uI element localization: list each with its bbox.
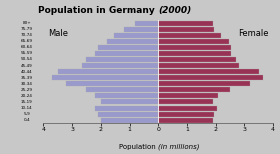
Bar <box>158 33 221 38</box>
Bar <box>101 118 158 123</box>
Bar <box>158 45 231 50</box>
Bar <box>52 75 158 80</box>
Bar <box>158 93 218 98</box>
Bar <box>158 81 250 86</box>
Bar <box>158 87 230 92</box>
Bar <box>66 81 158 86</box>
Bar <box>158 57 236 62</box>
Bar <box>114 33 158 38</box>
Bar <box>158 118 213 123</box>
Bar <box>106 39 158 44</box>
Bar <box>158 21 213 26</box>
Bar <box>87 87 158 92</box>
Bar <box>58 69 158 74</box>
Bar <box>95 93 158 98</box>
Bar <box>158 69 259 74</box>
Bar <box>158 75 263 80</box>
Bar <box>95 51 158 56</box>
Bar <box>158 112 214 117</box>
Bar <box>158 51 231 56</box>
Text: (in millions): (in millions) <box>158 144 200 150</box>
Bar <box>82 63 158 68</box>
Text: Population in Germany: Population in Germany <box>38 6 158 15</box>
Bar <box>98 45 158 50</box>
Bar <box>158 99 213 104</box>
Text: (2000): (2000) <box>158 6 192 15</box>
Bar <box>98 112 158 117</box>
Bar <box>158 63 239 68</box>
Bar <box>158 27 214 32</box>
Bar <box>124 27 158 32</box>
Bar <box>87 57 158 62</box>
Bar <box>95 105 158 111</box>
Text: Male: Male <box>48 29 68 38</box>
Text: Female: Female <box>238 29 269 38</box>
Bar <box>135 21 158 26</box>
Bar <box>101 99 158 104</box>
Text: Population: Population <box>119 144 158 150</box>
Bar <box>158 105 217 111</box>
Bar <box>158 39 228 44</box>
